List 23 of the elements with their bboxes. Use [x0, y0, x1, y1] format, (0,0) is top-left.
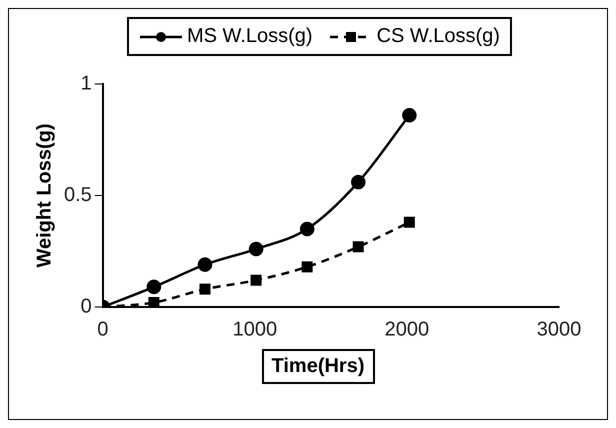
point	[250, 274, 262, 286]
y-tick-label: 0	[80, 296, 92, 318]
y-axis-title: Weight Loss(g)	[34, 123, 56, 268]
point	[402, 108, 417, 122]
point	[198, 257, 212, 272]
point	[351, 174, 366, 190]
point	[200, 284, 210, 295]
point	[302, 261, 313, 272]
legend-label: CS W.Loss(g)	[376, 25, 500, 48]
x-tick-label: 0	[97, 318, 108, 341]
point	[148, 297, 160, 307]
point	[404, 216, 415, 228]
point	[248, 242, 264, 256]
y-tick-label: 0.5	[64, 184, 92, 206]
x-tick-label: 3000	[536, 318, 582, 341]
x-tick-label: 1000	[232, 318, 278, 341]
x-tick-label: 2000	[384, 318, 430, 341]
y-tick-label: 1	[80, 72, 92, 95]
point	[352, 241, 364, 252]
legend-label: MS W.Loss(g)	[187, 25, 313, 48]
x-axis-title: Time(Hrs)	[262, 349, 374, 384]
point	[300, 222, 314, 236]
point	[146, 280, 162, 294]
